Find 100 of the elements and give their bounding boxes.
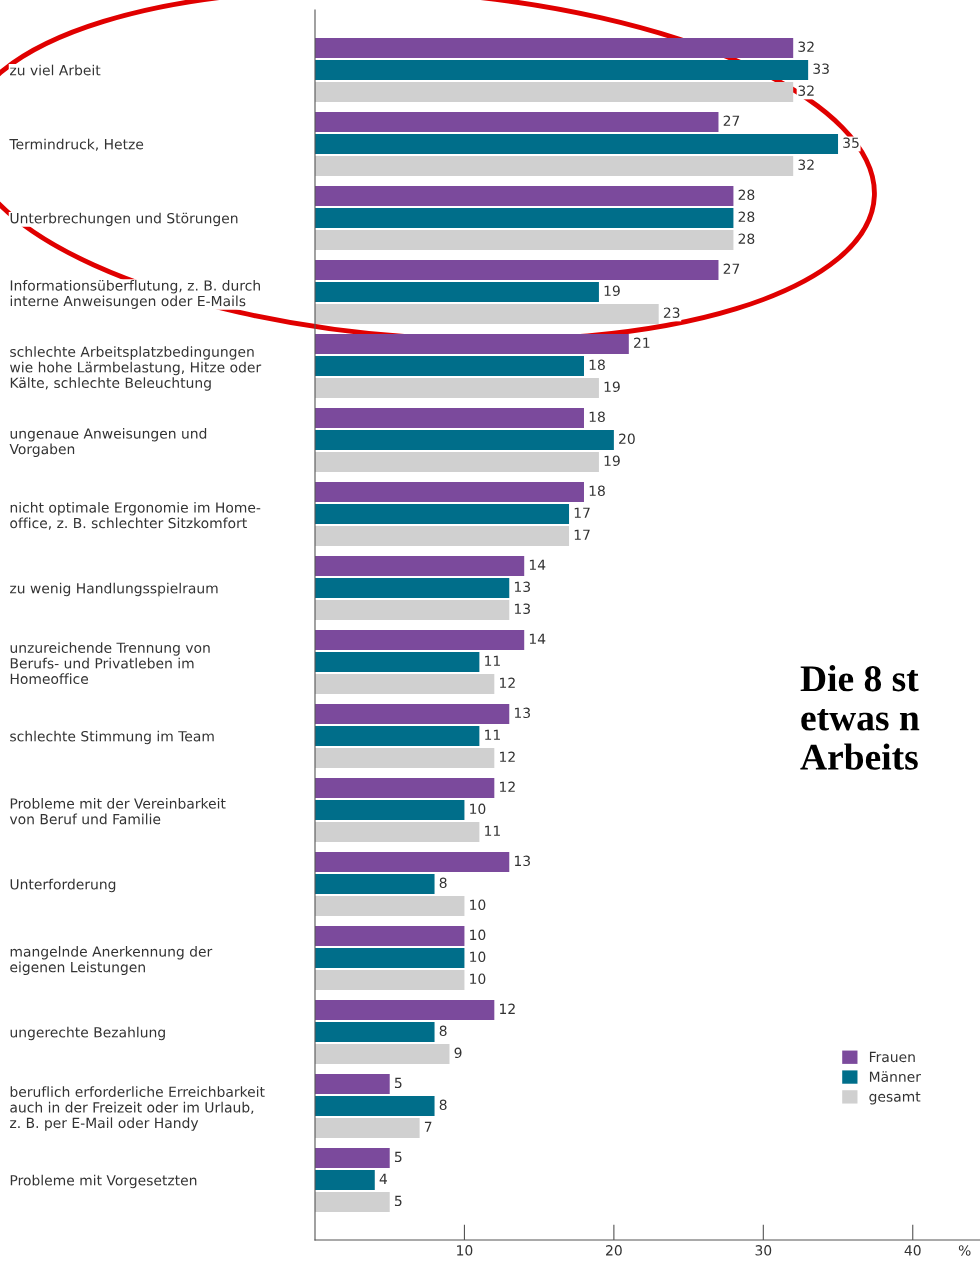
y-tick-label: mangelnde Anerkennung der eigenen Leistungen xyxy=(10,946,213,976)
bar xyxy=(315,1148,390,1169)
bar xyxy=(315,556,525,577)
bar xyxy=(315,704,510,725)
bar xyxy=(315,260,719,280)
data-label: 17 xyxy=(574,529,590,540)
bar xyxy=(315,429,614,450)
bar xyxy=(315,673,495,694)
data-label: 28 xyxy=(738,189,755,201)
bar xyxy=(315,133,839,154)
data-label: 11 xyxy=(485,655,500,666)
y-tick-label: Informationsüberflutung, z. B. durch interne Anweisungen oder E-Mails xyxy=(10,279,260,309)
bar xyxy=(315,948,465,969)
data-label: 12 xyxy=(500,677,515,688)
y-tick-label: Probleme mit der Vereinbarkeit von Beruf und Familie xyxy=(9,798,226,825)
x-tick-label: 40 xyxy=(904,1245,921,1256)
legend-label: gesamt xyxy=(869,1091,921,1105)
data-label: 14 xyxy=(529,633,546,644)
data-label: 10 xyxy=(470,899,486,911)
y-tick-label: Probleme mit Vorgesetzten xyxy=(10,1174,197,1189)
data-label: 11 xyxy=(485,825,500,836)
bar xyxy=(315,281,599,302)
bar xyxy=(315,599,510,620)
bar xyxy=(315,578,510,598)
data-label: 4 xyxy=(379,1173,387,1184)
data-label: 13 xyxy=(514,855,530,867)
bar xyxy=(315,185,734,206)
bar xyxy=(315,822,480,842)
data-label: 10 xyxy=(470,951,486,963)
legend-label: Frauen xyxy=(869,1051,915,1063)
data-label: 13 xyxy=(514,603,530,615)
bar xyxy=(315,970,465,990)
bar xyxy=(315,1074,390,1095)
bar xyxy=(315,504,570,524)
bar xyxy=(315,59,809,80)
y-tick-label: schlechte Stimmung im Team xyxy=(10,730,214,745)
data-label: 13 xyxy=(514,581,530,593)
data-label: 12 xyxy=(500,1003,515,1014)
bar xyxy=(315,111,719,132)
bar xyxy=(315,652,480,672)
y-tick-label: ungerechte Bezahlung xyxy=(10,1026,165,1041)
legend-label: Männer xyxy=(869,1071,921,1082)
data-label: 23 xyxy=(663,307,680,318)
data-label: 10 xyxy=(470,929,486,941)
y-tick-label: Unterforderung xyxy=(10,878,116,893)
x-tick-label: 10 xyxy=(457,1245,473,1256)
bar xyxy=(315,155,794,176)
data-label: 10 xyxy=(470,973,486,985)
bar xyxy=(315,926,465,947)
bar xyxy=(315,303,659,324)
bar xyxy=(315,726,480,746)
bar xyxy=(315,1192,390,1213)
data-label: 18 xyxy=(589,485,605,497)
data-label: 7 xyxy=(424,1121,432,1132)
bar xyxy=(315,896,465,916)
data-label: 18 xyxy=(589,411,605,423)
data-label: 11 xyxy=(485,729,500,740)
data-label: 10 xyxy=(470,803,486,815)
bar xyxy=(315,1170,375,1191)
bar xyxy=(315,800,465,821)
bar xyxy=(315,229,734,250)
data-label: 32 xyxy=(798,41,814,52)
data-label: 32 xyxy=(798,159,814,170)
data-label: 18 xyxy=(589,359,605,370)
bar xyxy=(315,525,570,546)
bar xyxy=(315,207,734,228)
data-label: 27 xyxy=(723,115,740,126)
data-label: 5 xyxy=(394,1077,402,1089)
bar xyxy=(315,1096,435,1117)
x-tick-label: 30 xyxy=(755,1245,772,1256)
data-label: 19 xyxy=(604,455,620,466)
bar xyxy=(315,630,525,651)
y-tick-label: zu viel Arbeit xyxy=(10,64,101,76)
data-label: 13 xyxy=(514,707,530,719)
data-label: 17 xyxy=(574,507,590,518)
data-label: 33 xyxy=(813,63,829,74)
data-label: 14 xyxy=(529,559,546,570)
y-tick-label: ungenaue Anweisungen und Vorgaben xyxy=(9,427,207,457)
bar xyxy=(315,355,584,376)
y-tick-label: unzureichende Trennung von Berufs- und Privatleben im Homeoffice xyxy=(10,642,210,685)
bar xyxy=(315,874,435,895)
data-label: 28 xyxy=(738,233,755,244)
data-label: 12 xyxy=(500,751,515,762)
data-label: 5 xyxy=(394,1151,402,1163)
data-label: 27 xyxy=(723,263,740,274)
data-label: 21 xyxy=(634,337,650,348)
y-tick-label: beruflich erforderliche Erreichbarkeit auch in der Freizeit oder im Urlaub, z. B. per E-Mail oder Handy xyxy=(10,1086,265,1131)
y-tick-label: schlechte Arbeitsplatzbedingungen wie hohe Lärmbelastung, Hitze oder Kälte, schlechte Beleuchtung xyxy=(10,346,262,391)
data-label: 5 xyxy=(394,1195,402,1207)
bar xyxy=(315,1118,420,1139)
y-tick-label: zu wenig Handlungsspielraum xyxy=(10,582,218,597)
data-label: 12 xyxy=(500,781,515,792)
y-tick-label: Unterbrechungen und Störungen xyxy=(10,212,238,227)
bar xyxy=(315,408,584,428)
x-axis-title: % xyxy=(958,1245,971,1256)
y-tick-label: Termindruck, Hetze xyxy=(9,138,144,151)
bar xyxy=(315,482,584,502)
bar xyxy=(315,334,629,354)
bar xyxy=(315,37,794,58)
data-label: 20 xyxy=(619,433,635,445)
